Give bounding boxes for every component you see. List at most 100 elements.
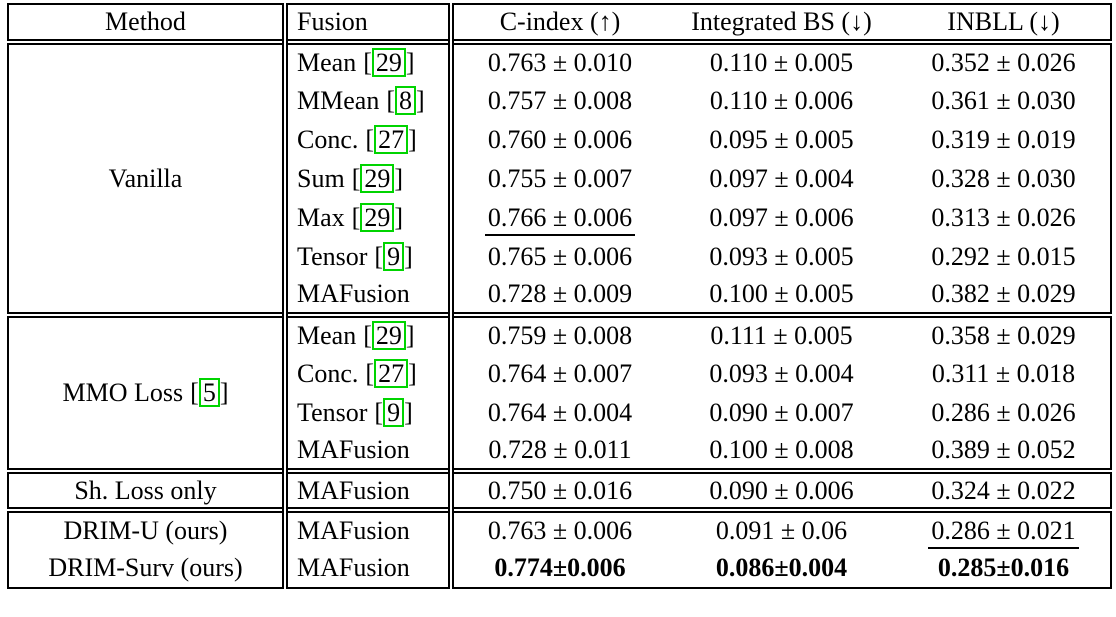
fusion-label: MAFusion	[297, 435, 410, 464]
cindex-value: 0.765 ± 0.006	[487, 241, 633, 271]
fusion-label: MAFusion	[297, 279, 410, 308]
inbll-value: 0.389 ± 0.052	[931, 435, 1076, 464]
fusion-cell: Tensor[9]	[282, 237, 454, 276]
group-vanilla: Vanilla Mean[29] 0.763 ± 0.010 0.110 ± 0…	[8, 42, 1111, 315]
fusion-cell: MAFusion	[282, 549, 454, 588]
table-row: Tensor[9] 0.765 ± 0.006 0.093 ± 0.005 0.…	[8, 237, 1111, 276]
inbll-value: 0.292 ± 0.015	[931, 241, 1076, 271]
group-sh-loss-only: Sh. Loss only MAFusion 0.750 ± 0.016 0.0…	[8, 471, 1111, 510]
fusion-label: MAFusion	[297, 553, 410, 582]
method-label: MMO Loss	[62, 378, 184, 407]
table-row: Conc.[27] 0.760 ± 0.006 0.095 ± 0.005 0.…	[8, 120, 1111, 159]
underlined-value: 0.766 ± 0.006	[484, 202, 636, 236]
cindex-value: 0.763 ± 0.006	[487, 516, 633, 545]
ibs-value: 0.086±0.004	[715, 553, 848, 582]
table-row: MAFusion 0.728 ± 0.011 0.100 ± 0.008 0.3…	[8, 432, 1111, 471]
table-row: MMO Loss[5] Mean[29] 0.759 ± 0.008 0.111…	[8, 315, 1111, 407]
fusion-label: Max	[297, 202, 345, 232]
fusion-cell: Sum[29]	[282, 159, 454, 198]
citation-link[interactable]: 27	[374, 124, 409, 154]
fusion-cell: Max[29]	[282, 198, 454, 237]
inbll-value: 0.286 ± 0.021	[897, 510, 1111, 549]
fusion-label: Sum	[297, 163, 345, 193]
ibs-value: 0.090 ± 0.006	[666, 471, 897, 510]
citation: [9]	[374, 397, 413, 427]
inbll-value: 0.324 ± 0.022	[931, 475, 1076, 505]
fusion-label: MAFusion	[297, 516, 410, 545]
table-row: Conc.[27] 0.764 ± 0.007 0.093 ± 0.004 0.…	[8, 354, 1111, 393]
citation-link[interactable]: 9	[383, 397, 405, 427]
table-row: Max[29] 0.766 ± 0.006 0.097 ± 0.006 0.31…	[8, 198, 1111, 237]
citation: [27]	[365, 124, 417, 154]
citation: [5]	[190, 378, 229, 407]
fusion-cell: Conc.[27]	[282, 120, 454, 159]
citation: [29]	[351, 163, 404, 193]
fusion-label: Tensor	[297, 241, 368, 271]
table-row: MAFusion 0.728 ± 0.009 0.100 ± 0.005 0.3…	[8, 276, 1111, 315]
citation-link[interactable]: 5	[198, 378, 220, 407]
citation: [9]	[374, 241, 413, 271]
cindex-value: 0.750 ± 0.016	[487, 475, 633, 505]
ibs-value: 0.110 ± 0.005	[709, 48, 854, 77]
group-mmo-loss: MMO Loss[5] Mean[29] 0.759 ± 0.008 0.111…	[8, 315, 1111, 471]
fusion-label: Tensor	[297, 397, 368, 427]
cindex-value: 0.764 ± 0.004	[487, 397, 633, 427]
fusion-cell: MMean[8]	[282, 81, 454, 120]
citation-link[interactable]: 27	[374, 358, 409, 388]
citation: [8]	[386, 85, 425, 115]
cindex-value: 0.774±0.006	[494, 553, 626, 582]
table-header: Method Fusion C-index (↑) Integrated BS …	[8, 4, 1111, 42]
ibs-value: 0.091 ± 0.06	[715, 516, 848, 545]
table-row: Sh. Loss only MAFusion 0.750 ± 0.016 0.0…	[8, 471, 1111, 510]
method-group-label: Sh. Loss only	[74, 475, 217, 505]
method-label: DRIM-Surv (ours)	[48, 553, 243, 582]
fusion-cell: MAFusion	[282, 432, 454, 471]
group-drim-ours: DRIM-U (ours) MAFusion 0.763 ± 0.006 0.0…	[8, 510, 1111, 588]
fusion-cell: Mean[29]	[282, 42, 454, 81]
citation-link[interactable]: 29	[360, 202, 395, 232]
inbll-value: 0.328 ± 0.030	[931, 163, 1076, 193]
inbll-value: 0.311 ± 0.018	[931, 358, 1076, 388]
method-column-header: Method	[105, 7, 186, 36]
cindex-value: 0.728 ± 0.011	[488, 435, 632, 464]
citation-link[interactable]: 8	[395, 85, 416, 115]
cindex-value: 0.757 ± 0.008	[487, 85, 633, 115]
fusion-cell: Conc.[27]	[282, 354, 454, 393]
ibs-value: 0.110 ± 0.006	[709, 85, 854, 115]
inbll-value: 0.352 ± 0.026	[931, 48, 1076, 77]
citation: [29]	[363, 48, 415, 77]
fusion-column-header: Fusion	[282, 4, 454, 42]
fusion-label: Mean	[297, 321, 357, 350]
table-row: MMean[8] 0.757 ± 0.008 0.110 ± 0.006 0.3…	[8, 81, 1111, 120]
citation-link[interactable]: 29	[360, 163, 395, 193]
cindex-column-header: C-index (↑)	[499, 7, 621, 36]
method-group-label: MMO Loss[5]	[8, 315, 285, 471]
fusion-label: Mean	[297, 48, 357, 77]
table-row: Tensor[9] 0.764 ± 0.004 0.090 ± 0.007 0.…	[8, 393, 1111, 432]
ibs-value: 0.100 ± 0.005	[709, 279, 854, 308]
cindex-value: 0.764 ± 0.007	[487, 358, 633, 388]
fusion-cell: Mean[29]	[282, 315, 454, 354]
inbll-value: 0.361 ± 0.030	[931, 85, 1076, 115]
citation: [29]	[363, 321, 415, 350]
citation: [29]	[351, 202, 404, 232]
citation-link[interactable]: 29	[371, 48, 406, 77]
cindex-value: 0.728 ± 0.009	[487, 279, 633, 308]
ibs-value: 0.093 ± 0.004	[709, 358, 854, 388]
fusion-cell: MAFusion	[282, 276, 454, 315]
citation-link[interactable]: 9	[383, 241, 405, 271]
table-header-row: Method Fusion C-index (↑) Integrated BS …	[8, 4, 1111, 42]
inbll-value: 0.319 ± 0.019	[931, 124, 1076, 154]
fusion-cell: MAFusion	[282, 510, 454, 549]
inbll-value: 0.358 ± 0.029	[931, 321, 1076, 350]
inbll-column-header: INBLL (↓)	[947, 7, 1060, 36]
table-row: DRIM-U (ours) MAFusion 0.763 ± 0.006 0.0…	[8, 510, 1111, 549]
fusion-cell: Tensor[9]	[282, 393, 454, 432]
fusion-label: Conc.	[297, 358, 359, 388]
ibs-value: 0.111 ± 0.005	[710, 321, 853, 350]
cindex-value: 0.760 ± 0.006	[487, 124, 633, 154]
table-row: Vanilla Mean[29] 0.763 ± 0.010 0.110 ± 0…	[8, 42, 1111, 193]
underlined-value: 0.286 ± 0.021	[928, 516, 1079, 549]
fusion-label: Conc.	[297, 124, 359, 154]
citation-link[interactable]: 29	[371, 321, 406, 350]
